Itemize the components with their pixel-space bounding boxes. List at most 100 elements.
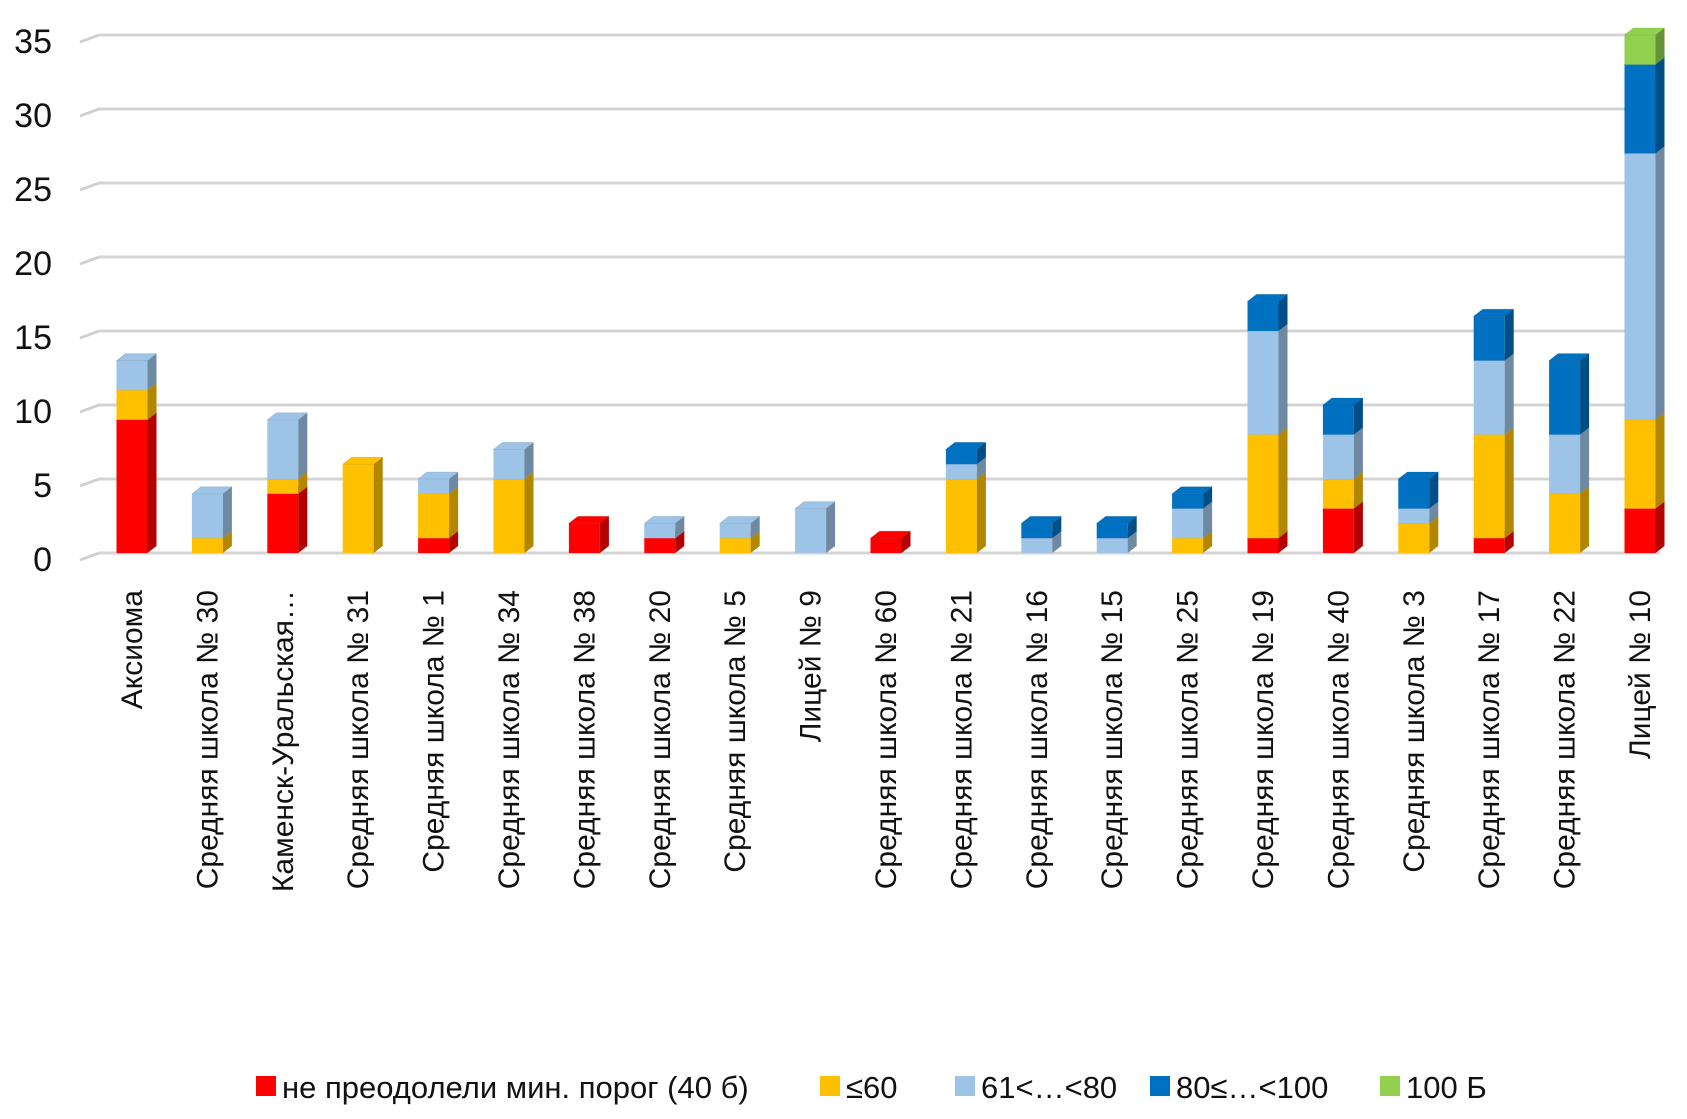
bar-segment [116, 390, 148, 420]
bar-segment-top [643, 516, 686, 524]
legend: не преодолели мин. порог (40 б) ≤60 61<…<8… [256, 1070, 1487, 1105]
bar-segment-top [794, 501, 836, 509]
bar-stack [869, 530, 912, 553]
bar-segment-side [222, 531, 232, 553]
bar-segment [418, 538, 450, 553]
bar-segment-side [373, 457, 383, 553]
y-tick-label: 20 [14, 245, 52, 283]
legend-swatch [820, 1076, 840, 1096]
y-tick-label: 25 [14, 171, 52, 209]
bar-segment-side [298, 486, 308, 553]
bar-segment [1172, 508, 1204, 539]
bar-segment-side [147, 353, 157, 391]
y-axis-ticks: 0 5 10 15 20 25 30 35 [14, 23, 52, 579]
x-category-label: Средняя школа № 31 [342, 590, 375, 889]
bar-segment [116, 360, 148, 391]
bar-segment [945, 479, 977, 553]
bar-segment-side [1203, 486, 1213, 509]
bar-segment-side [1504, 309, 1514, 361]
bar-segment-side [1580, 353, 1590, 435]
x-category-label: Средняя школа № 38 [568, 590, 601, 889]
bar-stack [1623, 27, 1666, 553]
x-category-label: Средняя школа № 40 [1322, 590, 1355, 889]
x-category-label: Средняя школа № 3 [1398, 590, 1431, 873]
bar-segment-top [718, 516, 761, 524]
x-category-label: Средняя школа № 19 [1247, 590, 1280, 889]
gridline-depth [79, 255, 100, 266]
bar-segment-top [341, 456, 384, 465]
bar-stack [794, 501, 836, 553]
bar-segment-side [1504, 531, 1514, 553]
bar-segment-top [266, 412, 309, 421]
bar-stack [266, 412, 309, 553]
bar-stack [718, 516, 761, 553]
bar-segment [267, 479, 299, 494]
bar-segment-top [1548, 353, 1590, 361]
bar-segment-side [1655, 412, 1665, 509]
bar-segment-side [1504, 353, 1514, 435]
bar-segment [1624, 419, 1656, 509]
bar-segment-side [1203, 501, 1213, 539]
bar-segment-side [1580, 427, 1590, 494]
bar-segment-top [568, 516, 610, 524]
bar-segment-top [1472, 308, 1515, 317]
bar-stack [191, 486, 233, 553]
bar-segment-side [147, 412, 157, 553]
bar-segment [1247, 331, 1279, 435]
bar-segment-side [1052, 531, 1062, 553]
y-tick-label: 0 [33, 541, 52, 579]
legend-label: ≤60 [846, 1070, 898, 1105]
bar-segment-top [1623, 27, 1666, 36]
y-tick-label: 10 [14, 393, 52, 431]
bar-segment-side [1203, 531, 1213, 553]
bar-segment [1096, 523, 1128, 539]
bar-segment [1021, 538, 1053, 553]
gridline-depth [79, 181, 100, 192]
gridline-depth [79, 551, 100, 562]
bar-segment [418, 493, 450, 539]
legend-label: 100 Б [1406, 1070, 1487, 1105]
bar-stack [115, 353, 158, 553]
bar-segment-side [1127, 516, 1137, 539]
bar-segment [870, 538, 902, 553]
bar-segment-side [1429, 501, 1439, 524]
gridline-depth [79, 477, 100, 488]
bar-segment-side [524, 442, 534, 479]
x-category-label: Средняя школа № 17 [1473, 590, 1506, 889]
bar-segment [1247, 301, 1279, 331]
bar-segment-top [191, 486, 233, 495]
bar-segment [1624, 64, 1656, 154]
bar-segment-side [675, 516, 685, 539]
bar-segment-side [675, 531, 685, 553]
bar-segment-side [1429, 516, 1439, 553]
bar-segment-side [1655, 28, 1665, 65]
bar-segment [116, 419, 148, 553]
legend-swatch [1380, 1076, 1400, 1096]
bar-segment [1172, 493, 1204, 509]
bar-segment-side [449, 486, 459, 539]
legend-swatch [1150, 1076, 1170, 1096]
bar-segment [1172, 538, 1204, 553]
bar-segment-top [492, 442, 535, 450]
bar-segment-top [115, 353, 158, 361]
bar-segment [1322, 405, 1354, 435]
bar-stack [1246, 294, 1289, 553]
bar-stack [341, 456, 384, 553]
bar-stack [417, 471, 459, 553]
bar-segment [795, 508, 827, 553]
bar-segment [1398, 508, 1430, 524]
bar-segment [267, 419, 299, 479]
x-category-label: Средняя школа № 30 [191, 590, 224, 889]
gridline-depth [79, 403, 100, 414]
bar-segment [1624, 35, 1656, 65]
x-axis-category-labels: Аксиома Средняя школа № 30 Каменск-Уральск… [116, 590, 1657, 892]
bar-segment [1473, 434, 1505, 539]
bar-segment-side [901, 531, 911, 553]
bars [115, 27, 1666, 553]
bar-segment-side [298, 412, 308, 479]
bar-segment-top [945, 442, 987, 450]
x-category-label: Средняя школа № 25 [1172, 590, 1205, 889]
gridline-depth [79, 33, 100, 44]
bar-stack [1171, 486, 1213, 553]
